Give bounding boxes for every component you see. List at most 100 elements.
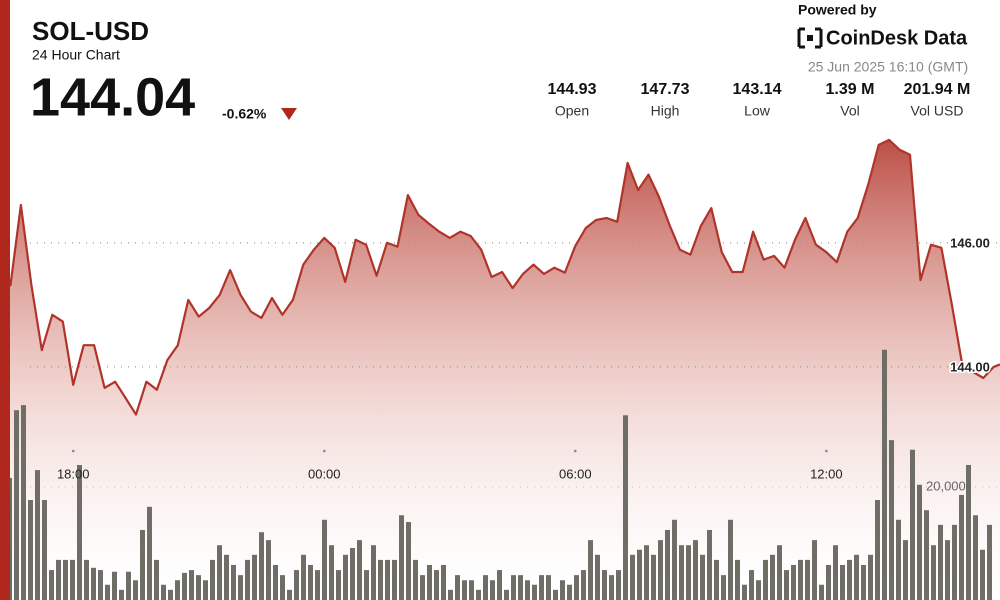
volume-bar (455, 575, 460, 600)
volume-bar (315, 570, 320, 600)
volume-bar (546, 575, 551, 600)
volume-bar (420, 575, 425, 600)
volume-bar (525, 580, 530, 600)
volume-bar (308, 564, 313, 600)
area-layer (0, 139, 1000, 600)
symbol: SOL-USD (32, 16, 149, 46)
y2-tick-label: 20,000 (926, 478, 966, 493)
volume-bar (98, 570, 103, 600)
volume-bar (973, 515, 978, 600)
volume-bar (651, 554, 656, 600)
volume-bar (854, 554, 859, 600)
volume-bar (861, 564, 866, 600)
volume-bar (959, 494, 964, 600)
volume-bar (910, 449, 915, 600)
volume-bar (952, 524, 957, 600)
volume-bar (287, 589, 292, 600)
volume-bar (294, 570, 299, 600)
volume-bar (700, 554, 705, 600)
volume-bar (462, 580, 467, 600)
volume-bar (721, 575, 726, 600)
volume-bar (189, 570, 194, 600)
volume-bar (77, 464, 82, 600)
volume-bar (42, 500, 47, 600)
volume-bar (770, 554, 775, 600)
volume-bar (574, 575, 579, 600)
accent-stripe (0, 0, 10, 600)
volume-bar (819, 584, 824, 600)
volume-bar (168, 589, 173, 600)
volume-bar (84, 559, 89, 600)
volume-bar (644, 545, 649, 600)
volume-bar (21, 405, 26, 600)
timestamp: 25 Jun 2025 16:10 (GMT) (808, 59, 968, 75)
volume-bar (245, 559, 250, 600)
volume-bar (924, 510, 929, 600)
volume-bar (329, 545, 334, 600)
stat-label: Vol (840, 103, 859, 119)
volume-bar (343, 554, 348, 600)
volume-bar (595, 554, 600, 600)
volume-bar (616, 570, 621, 600)
volume-bar (812, 540, 817, 600)
volume-bar (476, 589, 481, 600)
volume-bar (791, 564, 796, 600)
brand: CoinDesk Data (826, 27, 968, 49)
volume-bar (707, 529, 712, 600)
volume-bar (966, 464, 971, 600)
volume-bar (364, 570, 369, 600)
volume-bar (777, 545, 782, 600)
volume-bar (735, 559, 740, 600)
volume-bar (182, 572, 187, 600)
volume-bar (518, 575, 523, 600)
volume-bar (14, 410, 19, 600)
volume-bar (385, 559, 390, 600)
volume-bar (49, 570, 54, 600)
volume-bar (203, 580, 208, 600)
volume-bar (623, 415, 628, 600)
grid-layer (30, 242, 1000, 488)
volume-bar (378, 559, 383, 600)
stat-value: 143.14 (733, 81, 782, 98)
x-tick-label: 06:00 (559, 466, 592, 481)
volume-bar (917, 484, 922, 600)
volume-bar (301, 554, 306, 600)
volume-bar (581, 570, 586, 600)
volume-bar (371, 545, 376, 600)
volume-bar (987, 524, 992, 600)
volume-bar (140, 529, 145, 600)
y-tick-label: 146.00 (950, 235, 990, 250)
brand-logo (797, 27, 823, 49)
volume-bar (665, 529, 670, 600)
volume-bar (217, 545, 222, 600)
volume-bar (896, 519, 901, 600)
volume-bar (609, 575, 614, 600)
price: 144.04 (30, 67, 195, 127)
volume-bar (742, 584, 747, 600)
volume-bar (868, 554, 873, 600)
volume-bar (154, 559, 159, 600)
volume-bar (119, 589, 124, 600)
volume-bar (560, 580, 565, 600)
volume-bar (161, 584, 166, 600)
volume-bar (147, 506, 152, 600)
x-tick-label: 18:00 (57, 466, 90, 481)
volume-bar (693, 540, 698, 600)
volume-bar (539, 575, 544, 600)
volume-bar (280, 575, 285, 600)
volume-bar (63, 559, 68, 600)
volume-bar (56, 559, 61, 600)
volume-bar (238, 575, 243, 600)
volume-bar (336, 570, 341, 600)
volume-bar (826, 564, 831, 600)
volume-bar (637, 549, 642, 600)
volume-bar (931, 545, 936, 600)
stat-value: 144.93 (548, 81, 597, 98)
volume-bar (679, 545, 684, 600)
subtitle: 24 Hour Chart (32, 47, 120, 63)
volume-bar (126, 571, 131, 600)
volume-bar (532, 584, 537, 600)
volume-bar (511, 575, 516, 600)
volume-bar (441, 564, 446, 600)
